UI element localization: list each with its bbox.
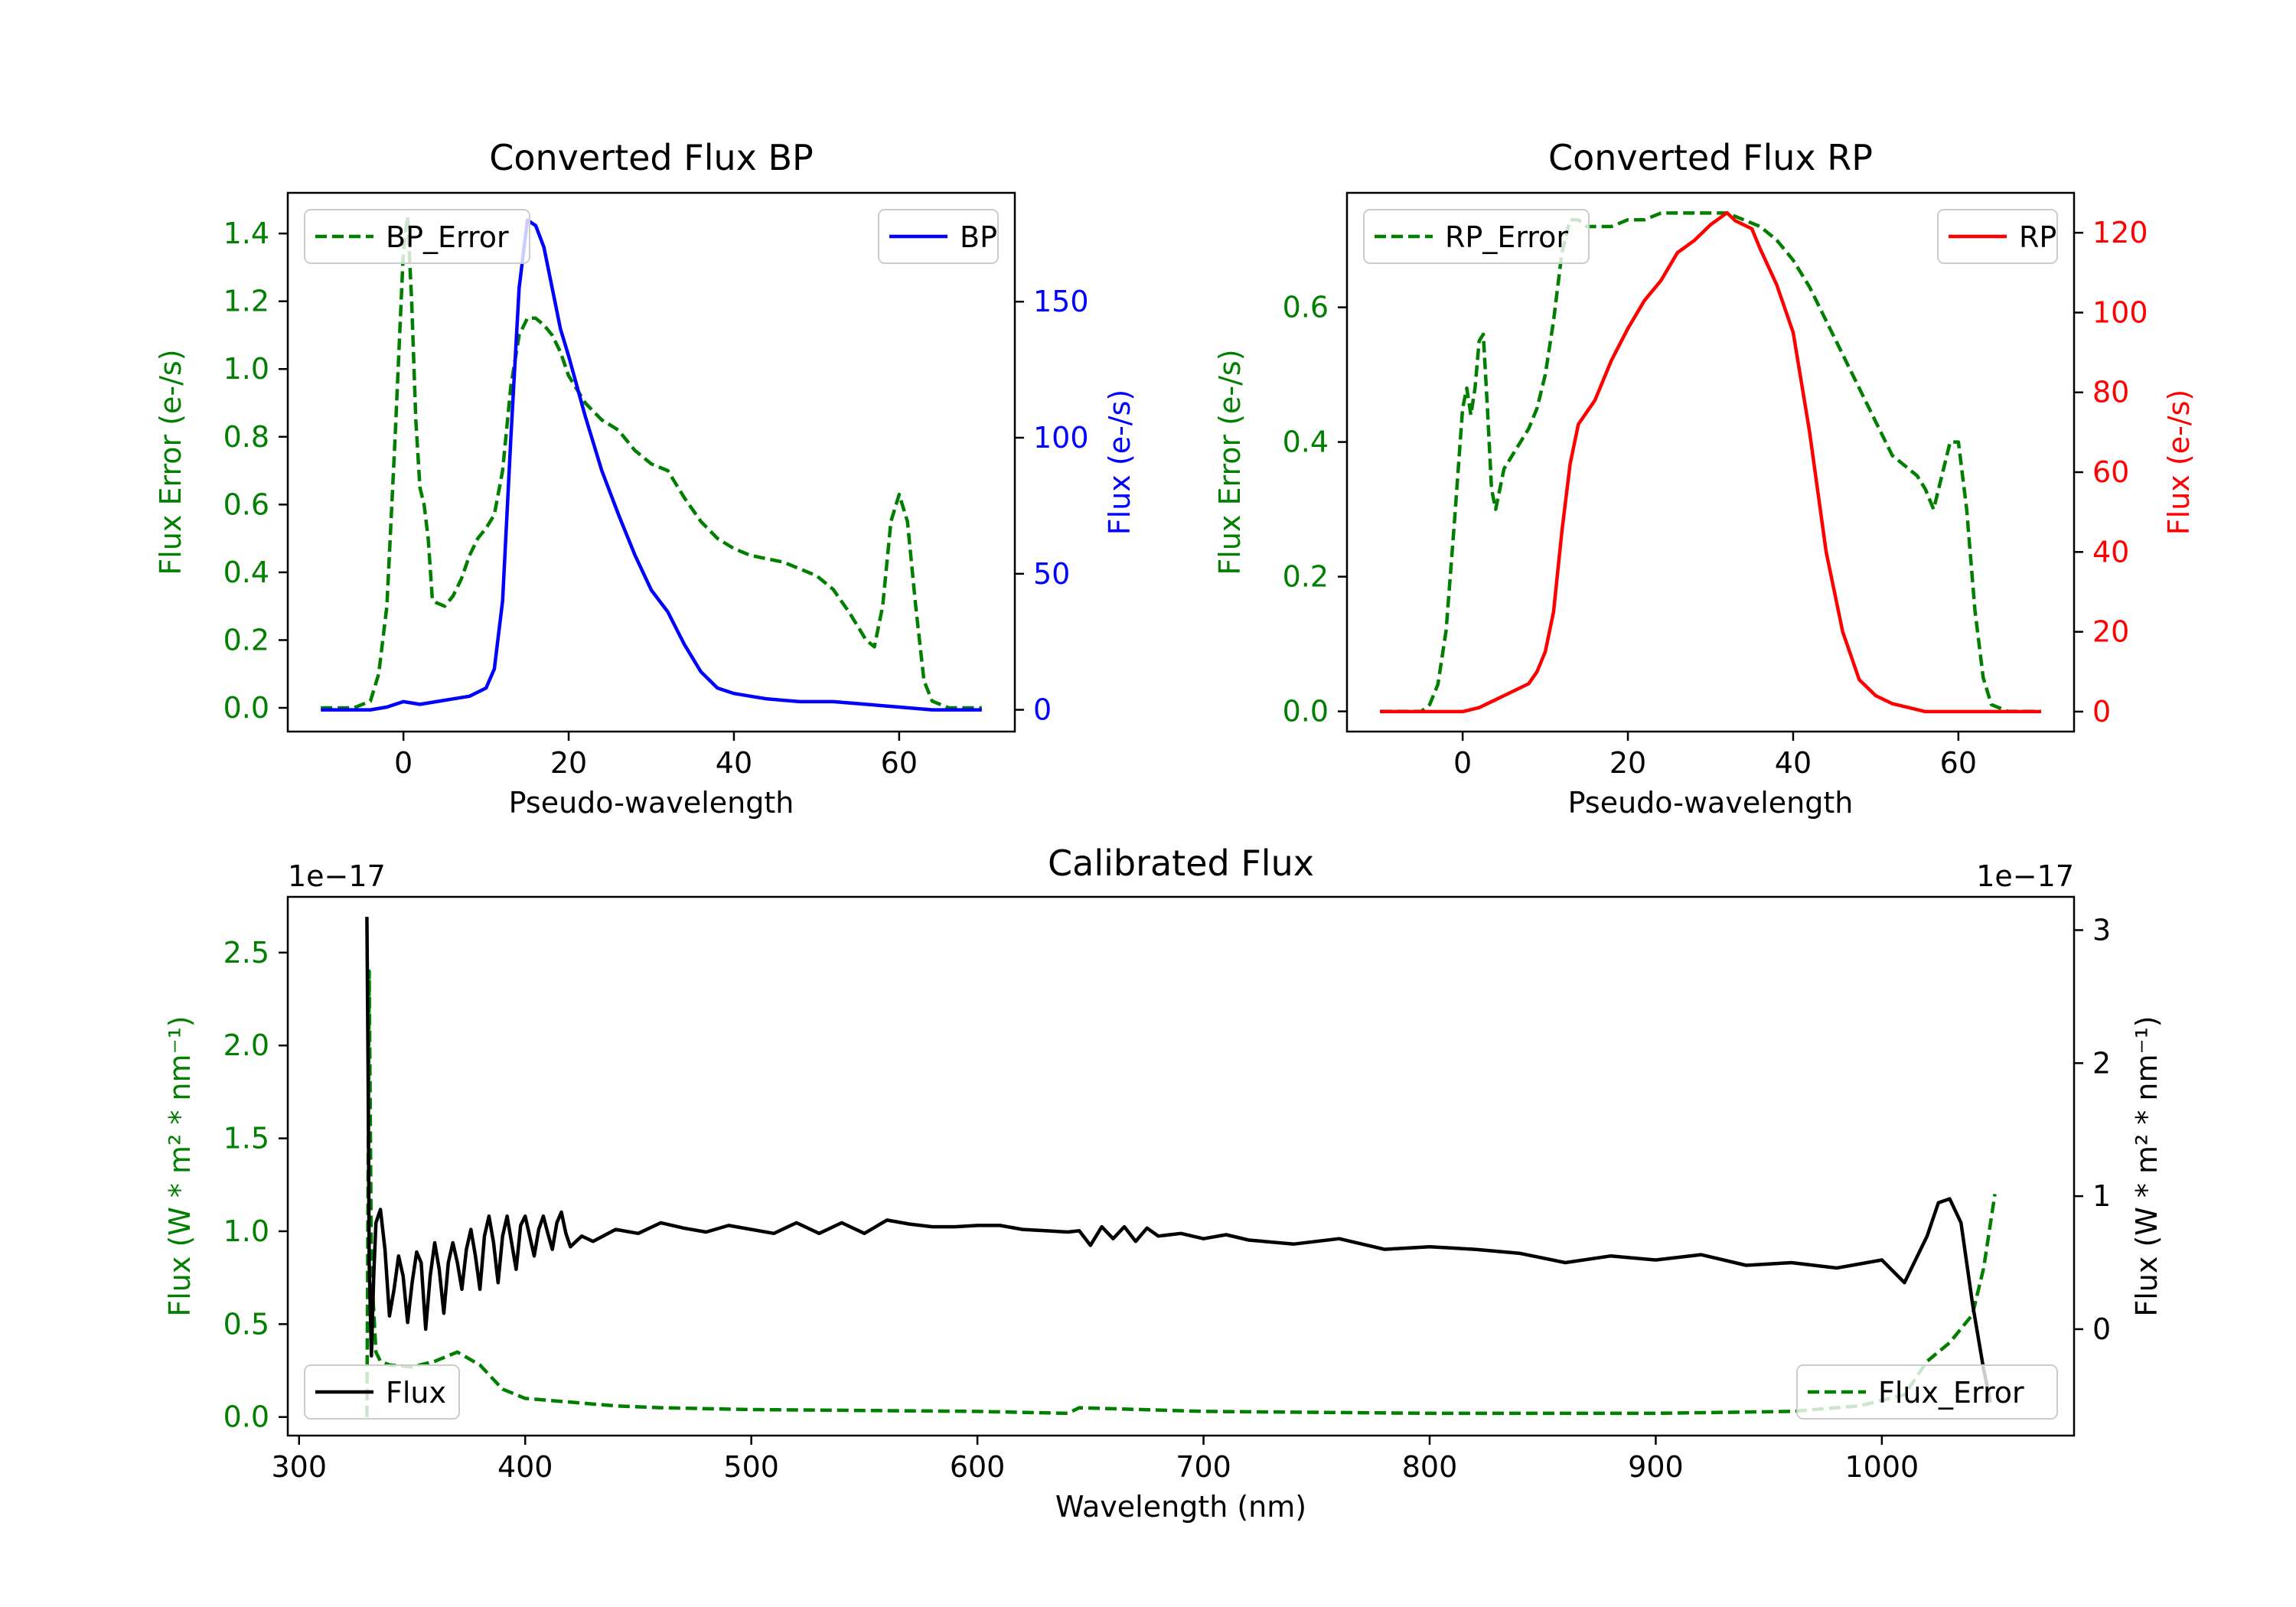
y-left-tick-label: 0.6	[1283, 291, 1329, 324]
legend-bp: BP	[878, 209, 999, 264]
y-left-tick-label: 0.0	[223, 1400, 269, 1434]
series-line-flux-error	[365, 969, 1997, 1417]
x-tick-label: 1000	[1845, 1450, 1919, 1484]
series-line-rp-error	[1380, 211, 2041, 713]
legend-flux-error: Flux_Error	[1796, 1364, 2058, 1420]
legend-rp-error: RP_Error	[1363, 209, 1590, 264]
x-axis-label: Wavelength (nm)	[1055, 1490, 1306, 1524]
x-tick-label: 20	[1609, 746, 1646, 780]
x-tick-label: 700	[1176, 1450, 1231, 1484]
series-line-rp	[1380, 210, 2041, 714]
y-left-tick-label: 0.8	[223, 420, 269, 454]
legend-rp: RP	[1937, 209, 2058, 264]
y-left-tick-label: 0.2	[223, 623, 269, 657]
y-left-axis-label: Flux (W * m² * nm⁻¹)	[163, 1015, 197, 1316]
x-tick-label: 300	[272, 1450, 328, 1484]
y-left-tick-label: 1.0	[223, 352, 269, 386]
legend-box	[304, 209, 530, 264]
x-tick-label: 40	[1775, 746, 1812, 780]
y-left-tick-label: 1.4	[223, 217, 269, 250]
y-right-tick-label: 1	[2092, 1179, 2111, 1213]
y-right-tick-label: 3	[2092, 913, 2111, 947]
chart-title: Calibrated Flux	[1048, 843, 1314, 884]
legend-box	[1796, 1364, 2058, 1420]
y-left-axis-label: Flux Error (e-/s)	[154, 349, 188, 575]
y-left-tick-label: 0.4	[223, 556, 269, 589]
y-left-tick-label: 2.5	[223, 936, 269, 970]
plot-frame	[286, 191, 1016, 733]
x-tick-label: 0	[1453, 746, 1472, 780]
y-right-tick-label: 0	[1033, 693, 1052, 727]
y-left-tick-label: 1.2	[223, 285, 269, 318]
x-tick-label: 0	[394, 746, 413, 780]
y-right-tick-label: 100	[1033, 421, 1089, 455]
y-right-tick-label: 120	[2092, 216, 2148, 249]
y-right-tick-label: 20	[2092, 615, 2129, 649]
x-tick-label: 500	[723, 1450, 779, 1484]
series-line-bp	[321, 218, 982, 712]
legend-label: RP_Error	[1445, 220, 1568, 254]
y-right-tick-label: 60	[2092, 455, 2129, 489]
y-left-tick-label: 1.0	[223, 1214, 269, 1248]
y-left-offset: 1e−17	[288, 859, 386, 893]
y-left-tick-label: 0.4	[1283, 425, 1329, 459]
y-right-axis-label: Flux (e-/s)	[1103, 390, 1137, 535]
series-line-flux	[365, 917, 1992, 1403]
y-right-tick-label: 40	[2092, 535, 2129, 569]
y-left-tick-label: 2.0	[223, 1028, 269, 1062]
y-left-tick-label: 0.0	[223, 691, 269, 725]
chart-3: 300 400 500 600 700 800 900 1000 0.0 0.5 1.0 1.5 2.0…	[163, 843, 2164, 1524]
legend-label: Flux_Error	[1878, 1376, 2024, 1410]
legend-flux: Flux	[304, 1364, 460, 1420]
legend-label: BP	[960, 220, 997, 254]
series-line-bp-error	[321, 214, 982, 710]
plot-frame	[286, 895, 2076, 1437]
y-left-tick-label: 0.0	[1283, 695, 1329, 729]
y-right-tick-label: 80	[2092, 376, 2129, 409]
chart-2: 0 20 40 60 0.0 0.2 0.4 0.6 0 20 40 60 80 100 120 Conver…	[1213, 137, 2196, 820]
y-right-tick-label: 0	[2092, 695, 2111, 729]
y-left-axis-label: Flux Error (e-/s)	[1213, 349, 1247, 575]
y-right-offset: 1e−17	[1976, 859, 2074, 893]
chart-title: Converted Flux RP	[1548, 137, 1873, 178]
x-tick-label: 400	[497, 1450, 553, 1484]
x-tick-label: 40	[716, 746, 752, 780]
y-left-tick-label: 1.5	[223, 1122, 269, 1156]
y-right-tick-label: 2	[2092, 1046, 2111, 1080]
chart-title: Converted Flux BP	[489, 137, 814, 178]
x-axis-label: Pseudo-wavelength	[509, 786, 794, 820]
y-left-tick-label: 0.5	[223, 1307, 269, 1341]
y-left-tick-label: 0.2	[1283, 560, 1329, 594]
legend-label: BP_Error	[386, 220, 509, 254]
y-right-tick-label: 150	[1033, 285, 1089, 318]
x-tick-label: 900	[1628, 1450, 1684, 1484]
chart-1: 0 20 40 60 0.0 0.2 0.4 0.6 0.8 1.0 1.2 1.4 0 50 100 150…	[154, 137, 1137, 820]
y-right-tick-label: 100	[2092, 295, 2148, 329]
y-right-tick-label: 0	[2092, 1312, 2111, 1346]
x-tick-label: 800	[1402, 1450, 1458, 1484]
y-right-axis-label: Flux (W * m² * nm⁻¹)	[2130, 1015, 2164, 1316]
y-right-tick-label: 50	[1033, 557, 1070, 591]
legend-box	[304, 1364, 460, 1420]
plot-frame	[1345, 191, 2076, 733]
x-axis-label: Pseudo-wavelength	[1568, 786, 1854, 820]
y-left-tick-label: 0.6	[223, 487, 269, 521]
x-tick-label: 60	[1940, 746, 1977, 780]
x-tick-label: 600	[950, 1450, 1006, 1484]
x-tick-label: 60	[881, 746, 918, 780]
y-right-axis-label: Flux (e-/s)	[2162, 390, 2196, 535]
x-tick-label: 20	[550, 746, 587, 780]
legend-label: RP	[2019, 220, 2056, 254]
legend-bp-error: BP_Error	[304, 209, 530, 264]
legend-box	[1363, 209, 1590, 264]
legend-label: Flux	[386, 1376, 446, 1410]
